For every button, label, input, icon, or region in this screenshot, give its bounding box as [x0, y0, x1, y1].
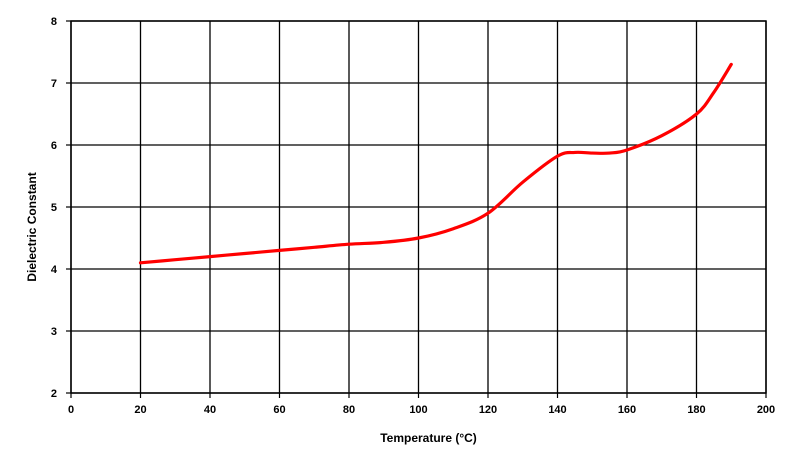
axes — [66, 20, 767, 398]
y-tick-label: 8 — [51, 16, 57, 28]
x-tick-label: 180 — [687, 404, 705, 416]
x-tick-label: 80 — [343, 404, 355, 416]
x-tick-label: 20 — [134, 404, 146, 416]
x-tick-label: 140 — [548, 404, 566, 416]
y-tick-label: 4 — [51, 264, 58, 276]
x-tick-label: 120 — [479, 404, 497, 416]
grid — [70, 20, 767, 394]
x-tick-label: 160 — [618, 404, 636, 416]
y-axis-title: Dielectric Constant — [25, 172, 39, 281]
x-tick-label: 100 — [409, 404, 427, 416]
y-tick-label: 6 — [51, 140, 57, 152]
tick-labels: 0 20 40 60 80 100 120 140 160 180 200 2 3 4 5 6 7 8 — [51, 16, 775, 416]
series — [138, 62, 733, 265]
x-tick-label: 200 — [757, 404, 775, 416]
series-line — [138, 62, 733, 265]
x-tick-label: 40 — [204, 404, 216, 416]
y-tick-label: 3 — [51, 326, 57, 338]
y-tick-label: 7 — [51, 78, 57, 90]
y-tick-label: 2 — [51, 388, 57, 400]
x-tick-label: 0 — [68, 404, 74, 416]
x-tick-label: 60 — [273, 404, 285, 416]
x-axis-title: Temperature (°C) — [380, 431, 477, 445]
y-tick-label: 5 — [51, 202, 57, 214]
plot-frame — [70, 20, 767, 394]
